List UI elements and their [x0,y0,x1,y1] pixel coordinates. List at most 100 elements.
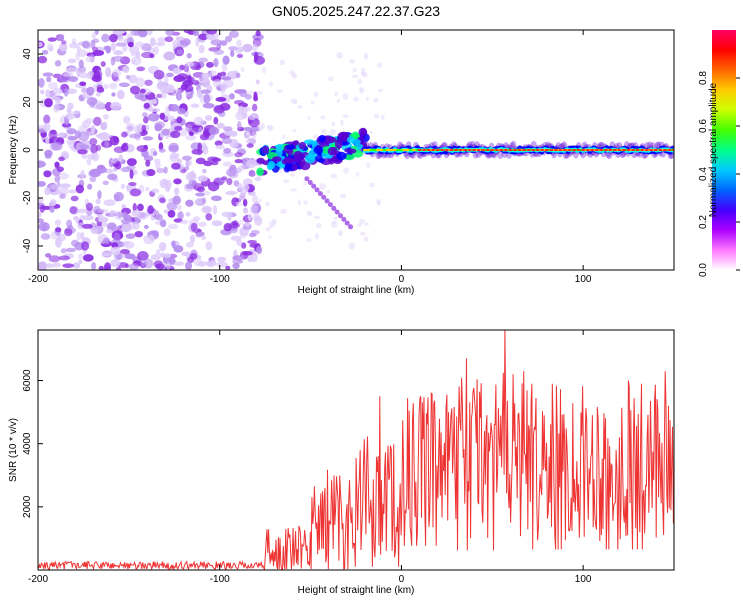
heatmap-cell [139,88,146,94]
heatmap-cell [97,217,109,223]
heatmap-cell [253,51,259,62]
heatmap-cell [57,172,70,180]
heatmap-cell [165,72,174,78]
heatmap-cell [236,120,242,131]
heatmap-cell [285,144,296,150]
heatmap-cell [174,125,183,132]
heatmap-cell [255,245,263,255]
heatmap-cell [377,88,384,93]
heatmap-cell [212,205,218,215]
heatmap-cell [535,149,540,151]
heatmap-cell [297,105,303,109]
heatmap-cell [594,149,599,151]
heatmap-layer [38,30,674,270]
heatmap-cell [136,66,146,72]
heatmap-cell [258,198,262,203]
heatmap-cell [54,219,62,227]
heatmap-cell [342,114,349,118]
heatmap-cell [508,149,513,151]
heatmap-cell [43,170,52,178]
heatmap-cell [175,36,185,41]
heatmap-cell [313,91,319,98]
heatmap-cell [62,263,75,268]
heatmap-cell [41,223,47,232]
colorbar-gradient [712,30,736,270]
heatmap-cell [50,184,61,190]
x-tick-label: -100 [210,574,230,585]
heatmap-cell [373,114,380,119]
heatmap-cell [234,158,243,164]
heatmap-cell [195,192,205,197]
heatmap-cell [95,198,101,205]
heatmap-cell [558,149,563,151]
heatmap-cell [137,251,149,261]
heatmap-cell [156,213,163,221]
heatmap-cell [107,173,118,181]
heatmap-cell [204,261,213,266]
heatmap-cell [576,149,581,151]
heatmap-cell [63,87,69,97]
heatmap-cell [195,64,202,71]
heatmap-cell [189,131,194,136]
heatmap-cell [239,235,247,239]
heatmap-cell [238,89,248,98]
heatmap-cell [102,121,108,127]
figure-title: GN05.2025.247.22.37.G23 [272,3,440,19]
heatmap-cell [276,89,284,93]
heatmap-cell [195,231,205,237]
heatmap-cell [326,189,331,194]
heatmap-cell [268,81,274,87]
heatmap-cell [276,143,283,153]
heatmap-cell [224,35,232,43]
heatmap-cell [205,241,213,251]
heatmap-cell [236,53,244,59]
heatmap-cell [235,201,243,207]
heatmap-cell [389,148,394,152]
heatmap-cell [125,122,135,133]
heatmap-cell [333,216,338,221]
heatmap-cell [149,234,155,241]
heatmap-cell [69,42,79,49]
heatmap-cell [252,44,258,52]
heatmap-cell [380,115,385,120]
heatmap-cell [228,30,239,38]
heatmap-cell [321,194,327,200]
heatmap-cell [317,157,325,163]
snr-y-label: SNR (10 * v/v) [8,418,19,482]
heatmap-cell [544,149,549,151]
heatmap-cell [59,34,65,42]
heatmap-cell [252,194,258,204]
heatmap-cell [280,208,287,215]
heatmap-cell [463,149,468,151]
heatmap-cell [313,134,318,139]
heatmap-cell [77,253,84,260]
heatmap-cell [132,203,137,212]
heatmap-cell [165,30,176,36]
heatmap-cell [161,128,170,136]
heatmap-cell [198,126,203,136]
heatmap-cell [103,114,109,120]
heatmap-cell [291,163,298,170]
heatmap-cell [553,149,558,151]
heatmap-cell [183,30,192,34]
heatmap-cell [327,147,337,156]
heatmap-cell [526,149,531,151]
heatmap-cell [238,219,244,226]
heatmap-cell [151,230,159,237]
heatmap-cell [110,42,117,51]
heatmap-cell [251,103,258,112]
heatmap-cell [55,227,62,233]
heatmap-cell [235,72,241,79]
heatmap-cell [80,169,85,179]
heatmap-cell [172,67,182,74]
heatmap-cell [213,58,219,68]
heatmap-cell [250,125,261,132]
heatmap-cell [183,85,194,93]
heatmap-cell [266,163,274,171]
heatmap-cell [289,172,296,177]
heatmap-cell [356,172,360,177]
heatmap-cell [90,227,99,235]
spectrogram-x-ticks: -200 -100 0 100 [28,30,592,285]
heatmap-cell [105,67,112,77]
heatmap-cell [339,193,347,198]
